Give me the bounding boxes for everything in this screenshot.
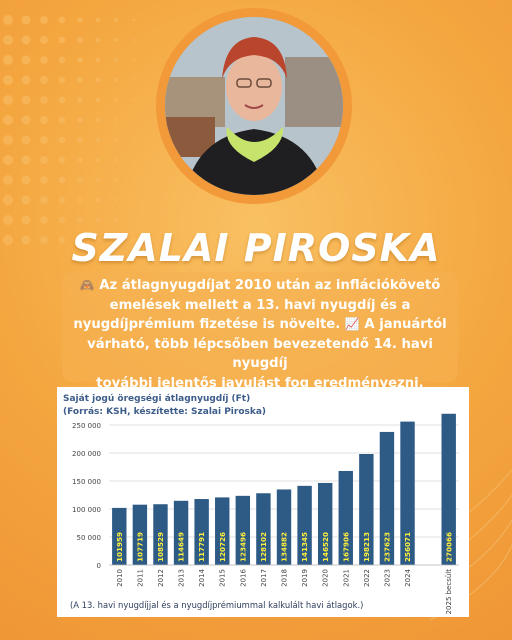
post-line-1: Az átlagnyugdíjat 2010 után az inflációk… bbox=[99, 278, 441, 293]
post-text-background bbox=[62, 272, 458, 382]
portrait-photo bbox=[165, 17, 343, 195]
y-tick-label: 200 000 bbox=[72, 450, 101, 458]
x-tick-label: 2015 bbox=[219, 569, 227, 587]
bar bbox=[441, 413, 456, 565]
x-tick-label: 2012 bbox=[157, 569, 165, 587]
x-tick-label: 2017 bbox=[260, 569, 268, 587]
x-tick-label: 2014 bbox=[198, 568, 206, 586]
bar-value-label: 128102 bbox=[259, 532, 268, 562]
x-tick-label: 2013 bbox=[178, 569, 186, 587]
y-tick-label: 0 bbox=[97, 562, 101, 570]
bar-value-label: 198213 bbox=[362, 532, 371, 562]
bar bbox=[338, 470, 353, 565]
bar bbox=[379, 431, 395, 565]
bar bbox=[194, 499, 209, 565]
bar-value-label: 101959 bbox=[115, 532, 124, 562]
bar-value-label: 270066 bbox=[444, 532, 453, 562]
chart-card: Saját jogú öregségi átlagnyugdíj (Ft) (F… bbox=[57, 387, 469, 617]
x-tick-label: 2019 bbox=[301, 569, 309, 587]
post-line-3b: A januártól bbox=[364, 317, 447, 333]
post-line-2: emelések mellett a 13. havi nyugdíj és a bbox=[109, 297, 411, 313]
chart-increasing-icon: 📈 bbox=[344, 317, 360, 332]
chart-title-line-2: (Forrás: KSH, készítette: Szalai Piroska… bbox=[63, 407, 267, 417]
x-tick-label: 2011 bbox=[136, 569, 144, 587]
bar bbox=[173, 500, 189, 565]
x-tick-label: 2018 bbox=[281, 569, 289, 587]
bar bbox=[235, 495, 251, 565]
bar bbox=[153, 504, 168, 565]
bar bbox=[112, 507, 127, 565]
post-line-4: várható, több lépcsőben bevezetendő 14. … bbox=[87, 336, 433, 372]
x-tick-label: 2016 bbox=[239, 568, 247, 586]
x-tick-label: 2023 bbox=[383, 569, 391, 587]
bar bbox=[256, 493, 271, 565]
bar-value-label: 256071 bbox=[403, 532, 412, 562]
bar bbox=[276, 489, 292, 565]
y-tick-label: 100 000 bbox=[72, 506, 101, 514]
bar-value-label: 141345 bbox=[300, 532, 309, 562]
bar-value-label: 237623 bbox=[383, 532, 392, 562]
bar-value-label: 123496 bbox=[238, 532, 247, 562]
bar bbox=[132, 504, 148, 565]
bar-value-label: 107719 bbox=[135, 532, 144, 562]
chart-title: Saját jogú öregségi átlagnyugdíj (Ft) (F… bbox=[63, 393, 266, 419]
see-no-evil-monkey-icon: 🙈 bbox=[79, 278, 95, 292]
bar-value-label: 167906 bbox=[341, 532, 350, 562]
x-tick-label: 2024 bbox=[404, 568, 412, 586]
x-tick-label: 2010 bbox=[116, 569, 124, 587]
chart-footnote: (A 13. havi nyugdíjjal és a nyugdíjprémi… bbox=[70, 600, 364, 610]
bar-value-label: 120726 bbox=[218, 532, 227, 562]
y-tick-label: 250 000 bbox=[72, 422, 101, 430]
bar bbox=[400, 421, 415, 565]
bar bbox=[215, 497, 230, 565]
person-name: SZALAI PIROSKA bbox=[71, 226, 441, 270]
x-tick-label: 2020 bbox=[322, 569, 330, 587]
bar-value-label: 134882 bbox=[280, 532, 289, 562]
bar-value-label: 108529 bbox=[156, 532, 165, 562]
bar-chart: 0 50 000 100 000 150 000 200 000 250 000 10195… bbox=[72, 413, 459, 615]
bar-value-label: 114649 bbox=[177, 532, 186, 562]
bar bbox=[359, 454, 374, 565]
bar-value-label: 146520 bbox=[321, 532, 330, 562]
post-text: 🙈 Az átlagnyugdíjat 2010 után az infláci… bbox=[62, 276, 458, 394]
x-tick-label: 2022 bbox=[363, 569, 371, 587]
post-line-3a: nyugdíjprémium fizetése is növelte. bbox=[73, 317, 341, 333]
bar bbox=[317, 482, 333, 565]
x-tick-label: 2025 becsült bbox=[445, 569, 453, 615]
y-tick-label: 50 000 bbox=[77, 534, 102, 542]
y-tick-label: 150 000 bbox=[72, 478, 101, 486]
bar bbox=[297, 485, 312, 565]
bar-value-label: 117791 bbox=[197, 532, 206, 562]
chart-title-line-1: Saját jogú öregségi átlagnyugdíj (Ft) bbox=[63, 394, 251, 404]
x-tick-label: 2021 bbox=[342, 569, 350, 587]
